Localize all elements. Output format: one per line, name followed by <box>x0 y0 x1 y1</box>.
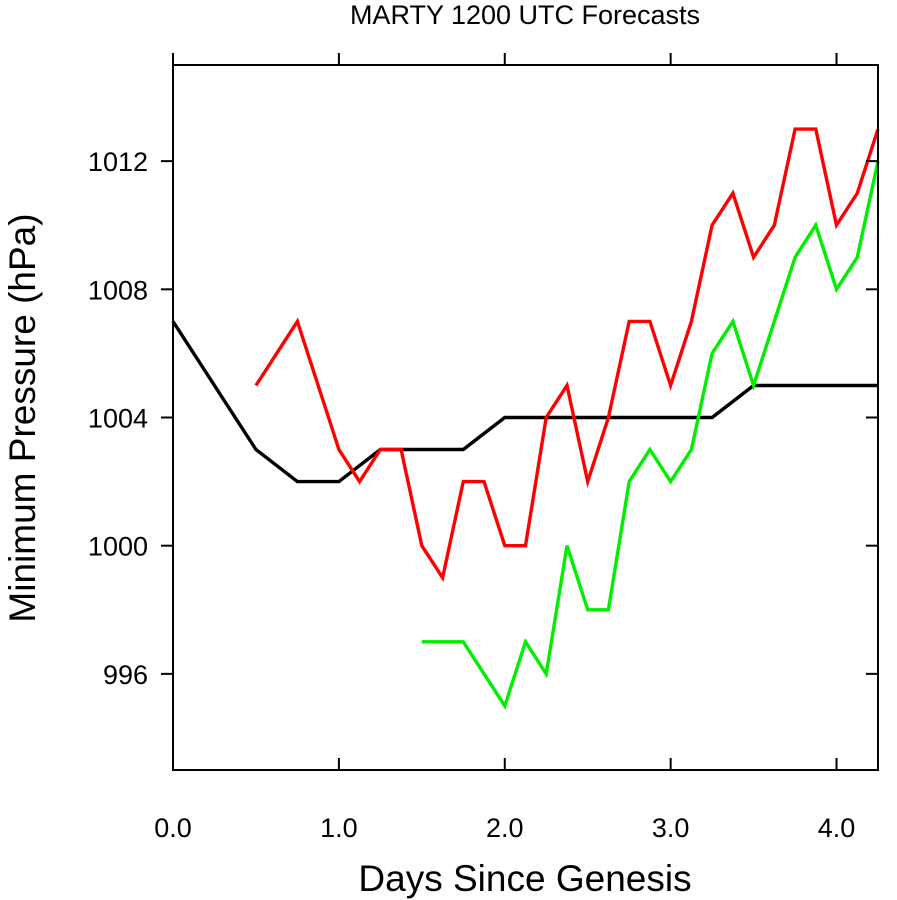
series-line-3 <box>421 160 880 710</box>
y-tick-label: 1004 <box>88 404 148 434</box>
x-tick-label: 0.0 <box>154 813 192 843</box>
series-line-2 <box>254 127 880 583</box>
tick-labels: 0.0 1.0 2.0 3.0 4.0 996 1000 1004 1008 1012 <box>88 147 855 843</box>
x-tick-label: 3.0 <box>652 813 690 843</box>
y-tick-label: 996 <box>103 660 148 690</box>
series-line-1 <box>171 320 878 484</box>
x-tick-label: 2.0 <box>486 813 524 843</box>
y-tick-label: 1008 <box>88 275 148 305</box>
axis-ticks <box>161 53 878 770</box>
y-axis-label: Minimum Pressure (hPa) <box>2 213 43 622</box>
y-tick-label: 1000 <box>88 532 148 562</box>
x-axis-label: Days Since Genesis <box>358 858 691 899</box>
x-tick-label: 1.0 <box>320 813 358 843</box>
y-tick-label: 1012 <box>88 147 148 177</box>
series-lines <box>171 127 880 710</box>
chart-title: MARTY 1200 UTC Forecasts <box>350 0 700 30</box>
plot-frame <box>172 64 879 771</box>
x-tick-label: 4.0 <box>818 813 856 843</box>
